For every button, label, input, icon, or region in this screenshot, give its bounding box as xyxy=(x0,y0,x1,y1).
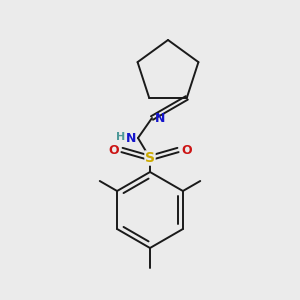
Text: O: O xyxy=(108,143,119,157)
Text: N: N xyxy=(155,112,165,124)
Text: S: S xyxy=(145,151,155,165)
Text: H: H xyxy=(116,132,125,142)
Text: N: N xyxy=(126,131,136,145)
Text: O: O xyxy=(181,143,192,157)
